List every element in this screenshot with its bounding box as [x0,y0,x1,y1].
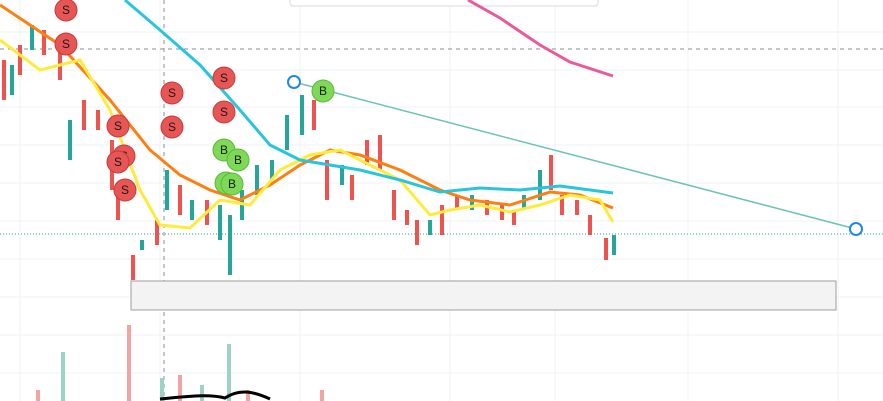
marker-label: S [168,120,176,134]
toolbar[interactable] [289,0,599,7]
markers: SSSSSSSSSSBBBBB [54,0,335,202]
trend-handle[interactable] [849,222,863,236]
marker-label: S [121,183,129,197]
buy-marker[interactable] [226,148,250,172]
marker-label: S [62,3,70,17]
sell-marker[interactable] [113,178,137,202]
candles [2,25,616,280]
sell-marker[interactable] [160,81,184,105]
trend-handle[interactable] [287,75,301,89]
buy-marker[interactable] [311,79,335,103]
ma-yellow [0,38,615,230]
sell-marker[interactable] [212,66,236,90]
marker-label: S [220,71,228,85]
ma-pink [467,0,614,78]
volume-ma [159,390,271,401]
buy-marker[interactable] [220,172,244,196]
marker-label: B [234,153,242,167]
sell-marker[interactable] [54,0,78,22]
trend-line [293,81,857,230]
sell-marker[interactable] [106,150,130,174]
marker-label: B [220,143,228,157]
ma-orange [0,3,614,210]
marker-label: S [220,105,228,119]
marker-label: S [114,119,122,133]
sell-marker[interactable] [106,114,130,138]
sell-marker[interactable] [54,32,78,56]
marker-label: S [168,86,176,100]
marker-label: S [62,37,70,51]
marker-label: S [114,155,122,169]
sell-marker[interactable] [160,115,184,139]
marker-label: B [228,177,236,191]
range-box [130,280,837,311]
marker-label: B [319,84,327,98]
sell-marker[interactable] [212,100,236,124]
volume [36,325,324,401]
